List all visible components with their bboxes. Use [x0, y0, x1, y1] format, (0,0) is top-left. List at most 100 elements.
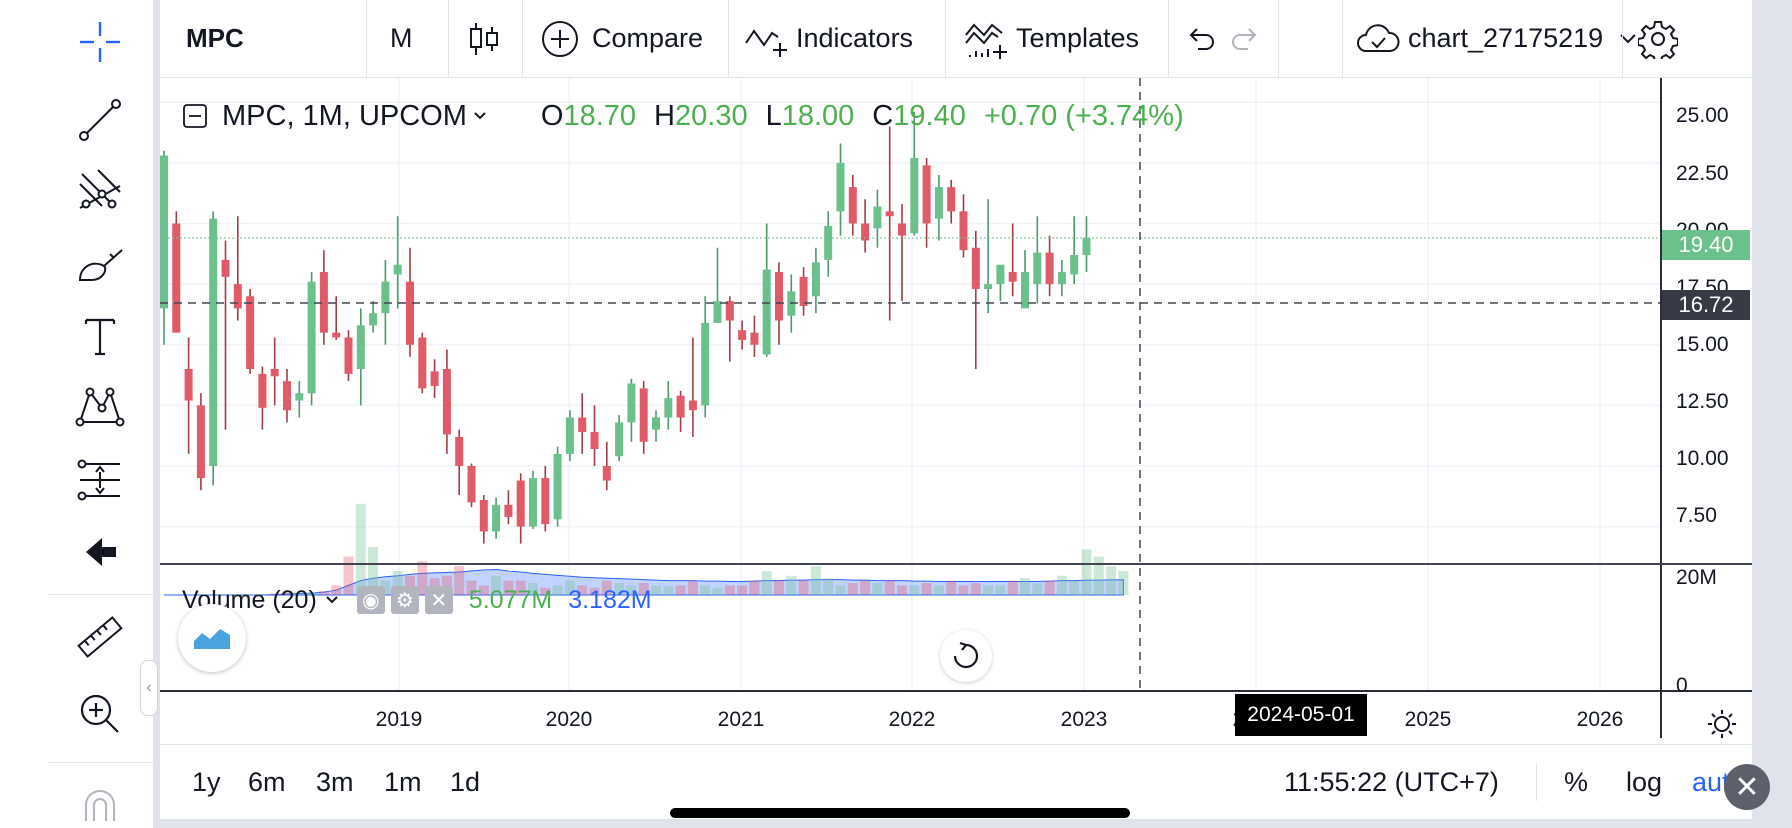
candle-body	[848, 187, 857, 224]
candle-body	[922, 165, 931, 224]
toolbar-separator	[1622, 0, 1623, 77]
volume-bar	[1044, 580, 1055, 595]
undo-button[interactable]	[1184, 0, 1216, 77]
volume-bar	[478, 585, 489, 595]
magnet-icon[interactable]	[70, 790, 130, 828]
candle-body	[639, 388, 648, 442]
range-1y-button[interactable]: 1y	[192, 745, 221, 819]
measure-tool-icon[interactable]	[70, 450, 130, 510]
interval-button[interactable]: M	[390, 0, 413, 77]
volume-bar	[749, 580, 760, 595]
volume-bar	[417, 561, 428, 595]
sun-icon	[1708, 710, 1736, 738]
candle-body	[307, 281, 316, 394]
crosshair-date-tag: 2024-05-01	[1235, 694, 1367, 736]
close-label: C	[872, 99, 894, 132]
fib-retracement-icon[interactable]	[70, 162, 130, 222]
toolbar-separator	[728, 0, 729, 77]
percent-scale-button[interactable]: %	[1564, 745, 1588, 819]
range-1m-button[interactable]: 1m	[384, 745, 422, 819]
candle-body	[775, 272, 783, 321]
eye-icon[interactable]: ◉	[356, 586, 385, 614]
zoom-in-icon[interactable]	[70, 684, 130, 744]
range-1d-button[interactable]: 1d	[450, 745, 480, 819]
range-label: 1m	[384, 766, 422, 797]
settings-button[interactable]	[1638, 0, 1678, 77]
candle-body	[233, 284, 242, 309]
volume-bar	[466, 580, 477, 595]
text-tool-icon[interactable]	[70, 306, 130, 366]
range-6m-button[interactable]: 6m	[248, 745, 286, 819]
volume-ma-value: 3.182M	[568, 585, 652, 614]
percent-label: %	[1564, 766, 1589, 797]
layout-menu-button[interactable]: chart_27175219	[1356, 0, 1637, 77]
chart-type-button[interactable]	[466, 0, 502, 77]
toolbar-divider	[48, 762, 154, 763]
pane-separator[interactable]	[160, 563, 1752, 565]
candle-body	[258, 373, 267, 408]
volume-bar	[540, 587, 551, 595]
volume-bar	[1056, 575, 1067, 595]
volume-bar	[528, 583, 538, 595]
back-arrow-icon[interactable]	[70, 522, 130, 582]
candle-body	[565, 417, 574, 454]
range-3m-button[interactable]: 3m	[316, 745, 354, 819]
volume-bar	[441, 575, 452, 595]
volume-bar	[1118, 571, 1129, 595]
close-icon[interactable]: ✕	[424, 586, 453, 614]
time-axis-settings-button[interactable]	[1706, 708, 1738, 745]
candle-body	[934, 187, 943, 219]
candle-body	[750, 332, 759, 345]
candle-body	[1082, 238, 1091, 256]
brush-icon[interactable]	[70, 234, 130, 294]
volume-bars	[269, 503, 1129, 595]
collapse-legend-icon[interactable]	[182, 103, 208, 129]
time-tick: 2022	[888, 708, 936, 731]
gear-icon[interactable]: ⚙	[390, 586, 419, 614]
candle-body	[196, 405, 205, 479]
candle-body	[578, 417, 587, 433]
compare-button[interactable]: Compare	[540, 0, 703, 77]
candle-body	[455, 436, 464, 466]
collapse-toolbar-button[interactable]: ‹	[140, 660, 158, 716]
candle-body	[836, 162, 845, 212]
candle-body	[627, 383, 636, 423]
redo-button[interactable]	[1230, 0, 1262, 77]
indicators-button[interactable]: Indicators	[744, 0, 913, 77]
symbol-label: MPC	[186, 23, 244, 53]
candle-body	[688, 400, 697, 411]
main-series-legend[interactable]: MPC, 1M, UPCOM O 18.70 H 20.30 L 18.00 C 19.…	[182, 94, 1202, 138]
high-label: H	[654, 99, 675, 132]
chart-canvas[interactable]	[160, 78, 1752, 818]
volume-bar	[798, 580, 809, 595]
symbol-search-button[interactable]: MPC	[186, 0, 244, 77]
crosshair-cursor-icon[interactable]	[70, 12, 130, 72]
volume-bar	[306, 592, 317, 595]
tradingview-logo[interactable]	[178, 604, 246, 672]
volume-bar	[651, 585, 661, 595]
candle-body	[713, 301, 722, 323]
volume-bar	[392, 571, 403, 595]
log-scale-button[interactable]: log	[1626, 745, 1662, 819]
price-scale-border	[1660, 78, 1662, 738]
candle-body	[467, 466, 476, 503]
time-tick: 2023	[1060, 708, 1108, 731]
change-value: +0.70 (+3.74%)	[983, 99, 1184, 132]
trend-line-icon[interactable]	[70, 90, 130, 150]
candle-body	[221, 259, 230, 277]
pattern-tool-icon[interactable]	[70, 378, 130, 438]
templates-label: Templates	[1016, 23, 1140, 53]
candle-body	[270, 369, 279, 377]
range-label: 3m	[316, 766, 354, 797]
reset-chart-button[interactable]	[940, 630, 992, 682]
close-button[interactable]: ✕	[1724, 764, 1770, 810]
volume-bar	[343, 556, 354, 595]
candle-body	[1070, 255, 1079, 275]
volume-legend[interactable]: Volume (20) ◉ ⚙ ✕ 5.077M 3.182M	[182, 580, 652, 620]
candle-body	[590, 432, 599, 450]
ruler-icon[interactable]	[70, 608, 130, 668]
candle-body	[246, 296, 255, 369]
clock-button[interactable]: 11:55:22 (UTC+7)	[1284, 745, 1499, 819]
chevron-down-icon	[474, 112, 486, 120]
templates-button[interactable]: Templates	[964, 0, 1139, 77]
